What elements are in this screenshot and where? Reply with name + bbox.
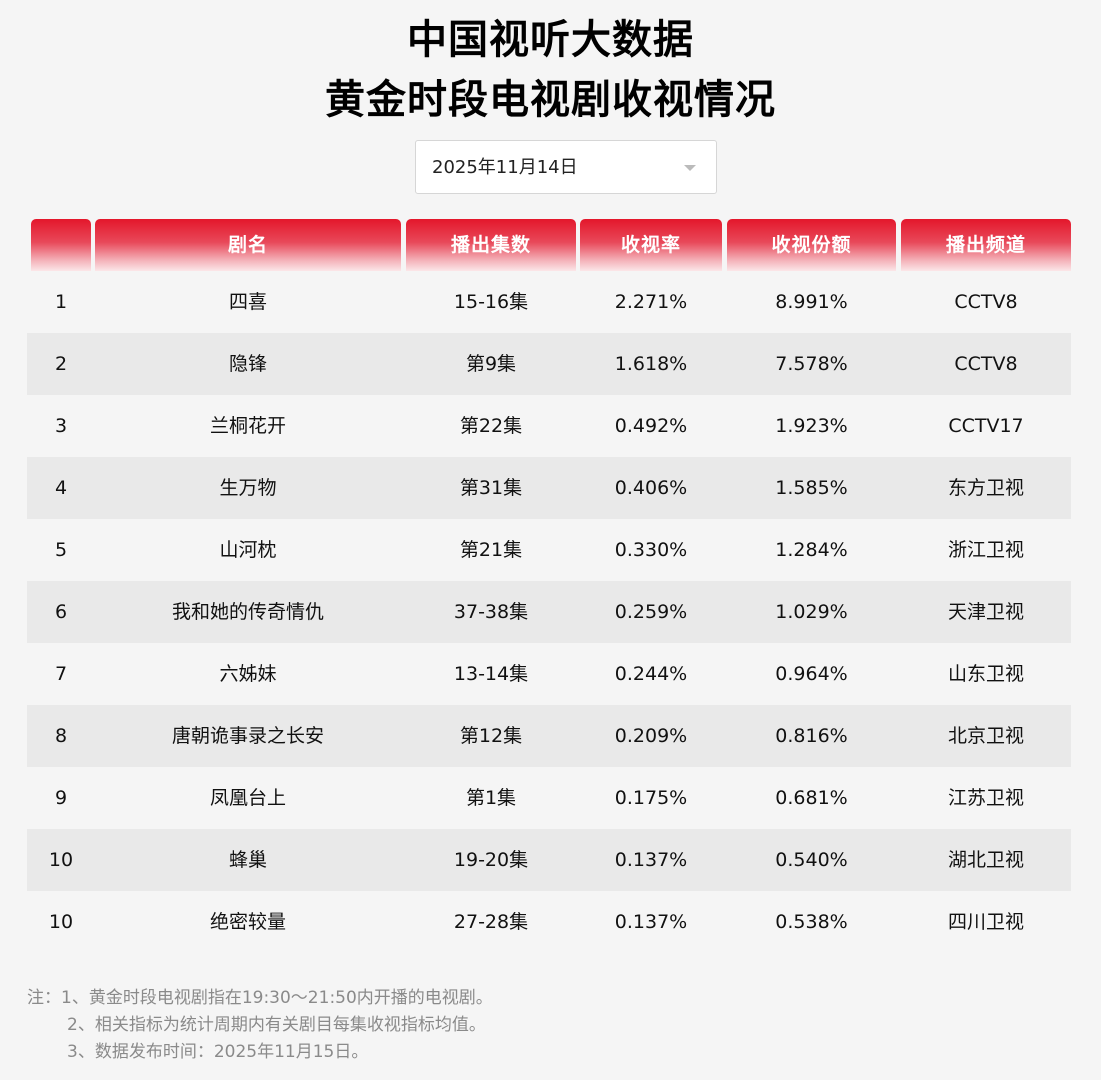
- table-row: 1 四喜 15-16集 2.271% 8.991% CCTV8: [27, 271, 1071, 333]
- footnote-2: 2、相关指标为统计周期内有关剧目每集收视指标均值。: [67, 1015, 486, 1035]
- table-row: 4 生万物 第31集 0.406% 1.585% 东方卫视: [27, 457, 1071, 519]
- channel-cell: 江苏卫视: [947, 787, 1024, 809]
- rank-cell: 10: [48, 911, 74, 933]
- rating-cell: 0.137%: [614, 911, 688, 933]
- channel-cell: 东方卫视: [947, 477, 1024, 499]
- rank-cell: 5: [54, 539, 68, 561]
- table-row: 2 隐锋 第9集 1.618% 7.578% CCTV8: [27, 333, 1071, 395]
- episodes-cell: 第9集: [465, 353, 517, 375]
- episodes-cell: 第22集: [459, 415, 523, 437]
- table-row: 9 凤凰台上 第1集 0.175% 0.681% 江苏卫视: [27, 767, 1071, 829]
- ratings-table: 剧名 播出集数 收视率 收视份额 播出频道 1 四喜 15-16集 2.271%…: [27, 219, 1071, 953]
- rating-cell: 0.209%: [614, 725, 688, 747]
- page-subtitle: 黄金时段电视剧收视情况: [325, 77, 776, 123]
- header-rating: 收视率: [580, 219, 722, 271]
- date-select[interactable]: 2025年11月14日: [415, 140, 717, 194]
- chevron-down-icon: [684, 165, 696, 171]
- rank-cell: 7: [54, 663, 68, 685]
- share-cell: 0.964%: [775, 663, 848, 685]
- rank-cell: 3: [54, 415, 68, 437]
- rank-cell: 8: [54, 725, 68, 747]
- rating-cell: 0.259%: [614, 601, 688, 623]
- rating-cell: 0.492%: [614, 415, 688, 437]
- share-cell: 1.585%: [775, 477, 848, 499]
- footnote-1: 注：1、黄金时段电视剧指在19:30～21:50内开播的电视剧。: [27, 988, 493, 1008]
- table-row: 10 绝密较量 27-28集 0.137% 0.538% 四川卫视: [27, 891, 1071, 953]
- rank-cell: 4: [54, 477, 68, 499]
- name-cell: 兰桐花开: [209, 415, 286, 437]
- episodes-cell: 37-38集: [453, 601, 529, 623]
- header-channel: 播出频道: [901, 219, 1071, 271]
- table-row: 8 唐朝诡事录之长安 第12集 0.209% 0.816% 北京卫视: [27, 705, 1071, 767]
- table-row: 3 兰桐花开 第22集 0.492% 1.923% CCTV17: [27, 395, 1071, 457]
- share-cell: 0.538%: [775, 911, 848, 933]
- share-cell: 1.284%: [775, 539, 848, 561]
- name-cell: 唐朝诡事录之长安: [171, 725, 324, 747]
- episodes-cell: 第21集: [459, 539, 523, 561]
- rank-cell: 1: [54, 291, 68, 313]
- name-cell: 隐锋: [228, 353, 267, 375]
- share-cell: 0.681%: [775, 787, 848, 809]
- table-row: 6 我和她的传奇情仇 37-38集 0.259% 1.029% 天津卫视: [27, 581, 1071, 643]
- rating-cell: 2.271%: [614, 291, 688, 313]
- channel-cell: CCTV8: [954, 291, 1018, 313]
- name-cell: 凤凰台上: [209, 787, 286, 809]
- channel-cell: CCTV17: [948, 415, 1024, 437]
- episodes-cell: 27-28集: [453, 911, 529, 933]
- name-cell: 山河枕: [219, 539, 277, 561]
- episodes-cell: 第1集: [465, 787, 517, 809]
- page-title: 中国视听大数据: [407, 17, 694, 63]
- share-cell: 8.991%: [775, 291, 848, 313]
- rank-cell: 2: [54, 353, 68, 375]
- date-select-value: 2025年11月14日: [432, 157, 578, 178]
- rank-cell: 10: [48, 849, 74, 871]
- header-name: 剧名: [95, 219, 401, 271]
- channel-cell: 四川卫视: [947, 911, 1024, 933]
- channel-cell: 北京卫视: [947, 725, 1024, 747]
- rating-cell: 0.406%: [614, 477, 688, 499]
- episodes-cell: 第31集: [459, 477, 523, 499]
- share-cell: 1.029%: [775, 601, 848, 623]
- header-episodes: 播出集数: [406, 219, 576, 271]
- share-cell: 7.578%: [775, 353, 848, 375]
- table-row: 5 山河枕 第21集 0.330% 1.284% 浙江卫视: [27, 519, 1071, 581]
- channel-cell: 浙江卫视: [947, 539, 1024, 561]
- name-cell: 蜂巢: [228, 849, 267, 871]
- episodes-cell: 15-16集: [453, 291, 529, 313]
- footnote-3: 3、数据发布时间：2025年11月15日。: [67, 1042, 369, 1062]
- episodes-cell: 13-14集: [453, 663, 529, 685]
- rating-cell: 1.618%: [614, 353, 688, 375]
- name-cell: 绝密较量: [209, 911, 286, 933]
- share-cell: 1.923%: [775, 415, 848, 437]
- episodes-cell: 第12集: [459, 725, 523, 747]
- footnotes: 注：1、黄金时段电视剧指在19:30～21:50内开播的电视剧。 2、相关指标为…: [27, 985, 493, 1066]
- name-cell: 我和她的传奇情仇: [171, 601, 324, 623]
- channel-cell: 山东卫视: [947, 663, 1024, 685]
- name-cell: 四喜: [228, 291, 267, 313]
- rating-cell: 0.330%: [614, 539, 688, 561]
- share-cell: 0.540%: [775, 849, 848, 871]
- channel-cell: CCTV8: [954, 353, 1018, 375]
- episodes-cell: 19-20集: [453, 849, 529, 871]
- table-row: 7 六姊妹 13-14集 0.244% 0.964% 山东卫视: [27, 643, 1071, 705]
- rank-cell: 9: [54, 787, 68, 809]
- name-cell: 六姊妹: [219, 663, 277, 685]
- rank-cell: 6: [54, 601, 68, 623]
- header-share: 收视份额: [727, 219, 896, 271]
- rating-cell: 0.175%: [614, 787, 688, 809]
- header-rank: [31, 219, 91, 271]
- share-cell: 0.816%: [775, 725, 848, 747]
- name-cell: 生万物: [219, 477, 277, 499]
- rating-cell: 0.244%: [614, 663, 688, 685]
- channel-cell: 天津卫视: [947, 601, 1024, 623]
- rating-cell: 0.137%: [614, 849, 688, 871]
- table-row: 10 蜂巢 19-20集 0.137% 0.540% 湖北卫视: [27, 829, 1071, 891]
- table-header: 剧名 播出集数 收视率 收视份额 播出频道: [27, 219, 1071, 271]
- channel-cell: 湖北卫视: [947, 849, 1024, 871]
